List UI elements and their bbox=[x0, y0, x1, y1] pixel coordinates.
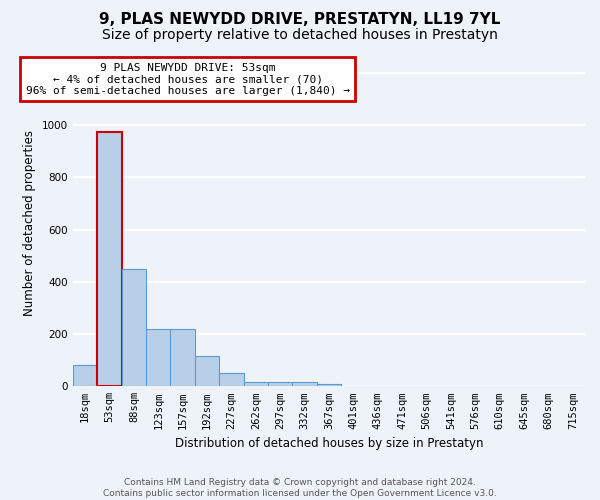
Y-axis label: Number of detached properties: Number of detached properties bbox=[23, 130, 36, 316]
Bar bbox=[195, 356, 219, 386]
Bar bbox=[122, 269, 146, 386]
Text: 9, PLAS NEWYDD DRIVE, PRESTATYN, LL19 7YL: 9, PLAS NEWYDD DRIVE, PRESTATYN, LL19 7Y… bbox=[100, 12, 500, 28]
Bar bbox=[170, 329, 195, 386]
Bar bbox=[244, 382, 268, 386]
Bar bbox=[97, 132, 122, 386]
Bar bbox=[268, 382, 292, 386]
Bar bbox=[292, 382, 317, 386]
Bar bbox=[317, 384, 341, 386]
Bar bbox=[146, 329, 170, 386]
Text: Size of property relative to detached houses in Prestatyn: Size of property relative to detached ho… bbox=[102, 28, 498, 42]
Bar bbox=[219, 372, 244, 386]
Bar bbox=[73, 366, 97, 386]
Text: 9 PLAS NEWYDD DRIVE: 53sqm
← 4% of detached houses are smaller (70)
96% of semi-: 9 PLAS NEWYDD DRIVE: 53sqm ← 4% of detac… bbox=[26, 62, 350, 96]
Text: Contains HM Land Registry data © Crown copyright and database right 2024.
Contai: Contains HM Land Registry data © Crown c… bbox=[103, 478, 497, 498]
X-axis label: Distribution of detached houses by size in Prestatyn: Distribution of detached houses by size … bbox=[175, 437, 483, 450]
